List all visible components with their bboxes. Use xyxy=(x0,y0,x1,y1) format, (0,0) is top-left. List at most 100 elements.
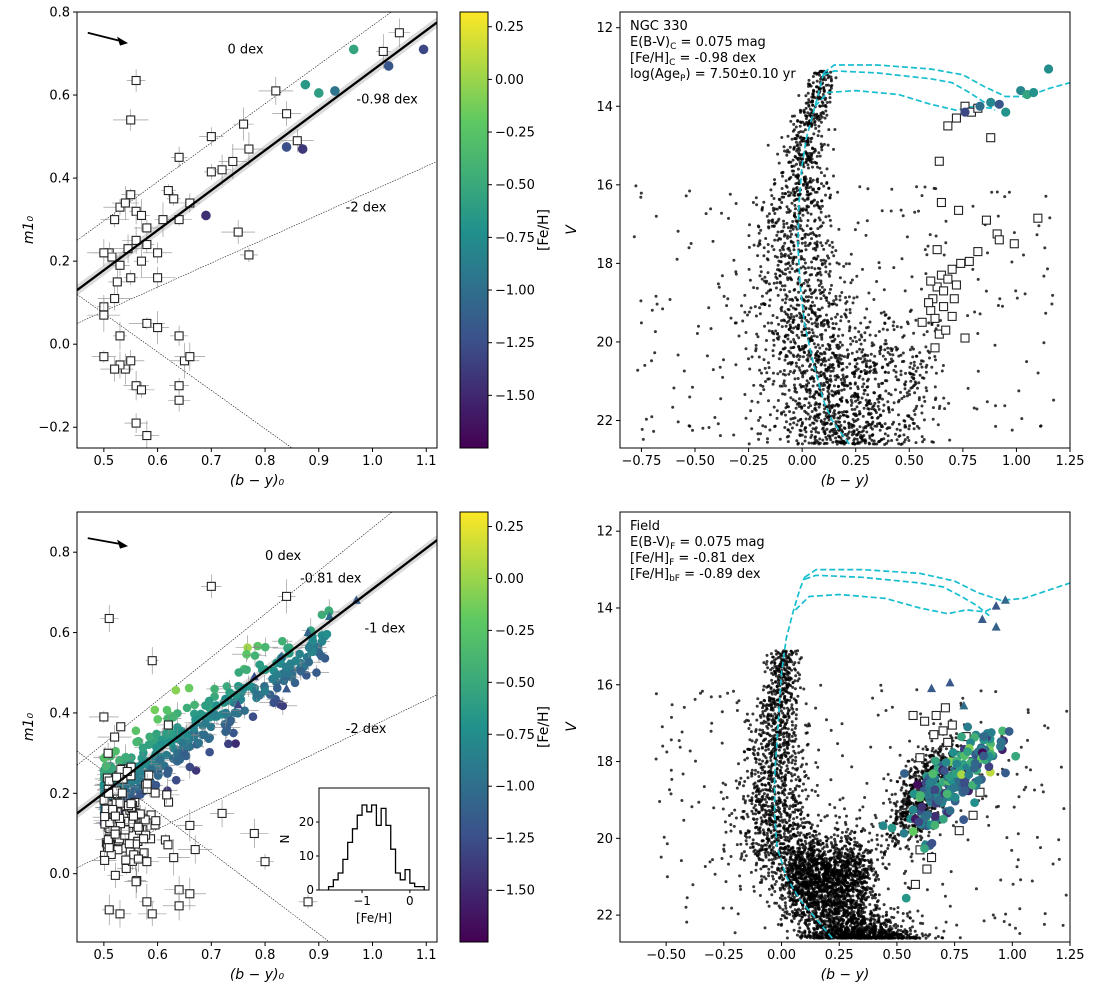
open-square-marker xyxy=(147,909,157,919)
open-square-marker xyxy=(926,276,936,286)
star-point xyxy=(922,418,926,422)
star-point xyxy=(816,322,820,326)
open-square-marker xyxy=(924,298,934,308)
star-point xyxy=(823,318,827,322)
star-point xyxy=(942,253,946,257)
star-point xyxy=(925,389,929,393)
star-point xyxy=(760,207,764,211)
star-point xyxy=(639,321,643,325)
star-point xyxy=(798,156,802,160)
star-point xyxy=(877,261,881,265)
star-point xyxy=(805,384,809,388)
star-point xyxy=(892,401,896,405)
star-point xyxy=(803,397,807,401)
star-point xyxy=(809,192,813,196)
star-point xyxy=(821,344,825,347)
star-point xyxy=(796,419,800,423)
x-tick-label: 0.6 xyxy=(147,948,168,963)
star-point xyxy=(814,345,818,349)
open-square-marker xyxy=(142,239,152,250)
star-point xyxy=(862,392,866,396)
star-point xyxy=(868,436,872,440)
star-point xyxy=(754,831,758,835)
star-point xyxy=(806,156,810,160)
star-point xyxy=(756,697,760,701)
colorbar-tick-label: −0.75 xyxy=(495,231,535,246)
axes-bottom-left: 0.5 0.6 0.7 0.8 0.9 1.0 1.10.00.20.40.60.8(b −… xyxy=(21,511,438,983)
star-point xyxy=(795,364,799,368)
star-point xyxy=(829,335,832,339)
star-point xyxy=(868,320,872,324)
star-point xyxy=(903,438,907,442)
metallicity-star-marker xyxy=(324,606,334,615)
star-point xyxy=(760,371,763,375)
star-point xyxy=(794,140,798,144)
metallicity-star-marker xyxy=(252,689,261,699)
info-text-main: E(B-V) xyxy=(630,35,670,50)
metallicity-star-marker xyxy=(180,748,189,758)
star-point xyxy=(1057,838,1061,842)
star-point xyxy=(807,78,811,82)
star-point xyxy=(927,321,931,325)
star-point xyxy=(922,438,926,441)
star-point xyxy=(810,441,814,445)
star-point xyxy=(843,380,847,384)
star-point xyxy=(807,84,810,88)
star-point xyxy=(801,756,805,760)
star-point xyxy=(794,175,798,178)
star-point xyxy=(815,783,819,787)
star-point xyxy=(672,386,676,390)
open-square-marker xyxy=(930,313,940,323)
star-point xyxy=(875,424,879,428)
metallicity-star-marker xyxy=(296,666,306,676)
star-point xyxy=(787,150,791,154)
star-point xyxy=(818,104,822,108)
star-point xyxy=(803,371,807,375)
star-point xyxy=(837,410,841,414)
star-point xyxy=(878,346,882,350)
star-point xyxy=(799,130,803,134)
star-point xyxy=(911,372,915,376)
star-point xyxy=(862,854,866,858)
star-point xyxy=(819,207,822,211)
star-point xyxy=(907,427,911,431)
star-point xyxy=(795,186,799,189)
star-point xyxy=(688,395,692,399)
star-point xyxy=(1003,195,1007,199)
star-point xyxy=(815,240,819,244)
isochrone-line xyxy=(823,70,996,111)
star-point xyxy=(779,255,783,259)
star-point xyxy=(804,307,808,311)
star-point xyxy=(917,381,921,385)
star-point xyxy=(805,205,809,209)
star-point xyxy=(823,853,827,857)
star-point xyxy=(787,328,791,332)
star-point xyxy=(824,411,828,415)
star-point xyxy=(811,147,815,151)
inset-x-tick-label: −1 xyxy=(353,894,371,908)
y-tick-label: 18 xyxy=(596,755,613,770)
star-point xyxy=(795,815,799,819)
star-point xyxy=(882,403,886,407)
star-point xyxy=(863,338,867,342)
star-point xyxy=(835,312,839,316)
star-point xyxy=(874,371,878,375)
open-square-marker xyxy=(110,811,120,821)
open-square-marker xyxy=(174,381,184,391)
star-point xyxy=(787,254,790,258)
star-point xyxy=(811,81,815,85)
star-point xyxy=(779,350,783,354)
star-point xyxy=(816,350,820,353)
star-point xyxy=(705,354,709,358)
y-axis-label: V xyxy=(564,721,580,732)
star-point xyxy=(1057,857,1061,861)
x-tick-label: 0.9 xyxy=(308,454,329,469)
star-point xyxy=(824,83,828,87)
metallicity-star-marker xyxy=(194,738,204,748)
star-point xyxy=(803,179,807,183)
star-point xyxy=(878,352,882,356)
star-point xyxy=(796,775,800,779)
star-point xyxy=(759,432,762,436)
star-point xyxy=(833,826,837,830)
star-point xyxy=(812,132,816,136)
